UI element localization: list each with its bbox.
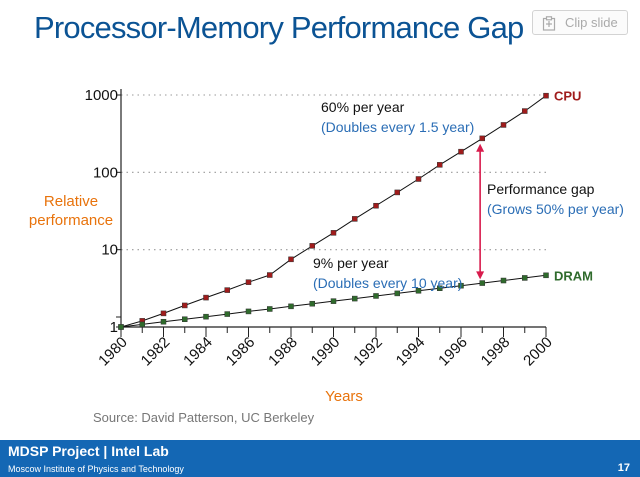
data-point-dram — [415, 288, 422, 294]
cpu-rate-note: (Doubles every 1.5 year) — [321, 119, 474, 135]
data-point-dram — [479, 280, 485, 286]
data-point-cpu — [522, 108, 528, 114]
data-point-dram — [288, 303, 294, 310]
data-point-dram — [309, 300, 315, 307]
data-point-cpu — [182, 302, 188, 309]
x-tick-label: 1988 — [265, 334, 301, 370]
series-label-dram: DRAM — [554, 268, 593, 283]
dram-rate-note: (Doubles every 10 year) — [313, 275, 462, 291]
page-number: 17 — [617, 462, 630, 474]
data-point-cpu — [160, 310, 167, 317]
x-tick-label: 1990 — [308, 334, 344, 370]
data-point-dram — [352, 295, 358, 302]
x-tick-label: 1996 — [435, 334, 471, 370]
series-label-cpu: CPU — [554, 89, 581, 104]
y-tick-label: 1 — [110, 319, 118, 336]
data-point-dram — [437, 285, 443, 292]
x-axis-label: Years — [325, 388, 363, 405]
clip-slide-label: Clip slide — [565, 15, 618, 30]
data-point-cpu — [245, 279, 252, 285]
data-point-dram — [160, 318, 167, 325]
data-point-dram — [330, 298, 337, 304]
gap-arrow-head-top — [476, 143, 485, 152]
dram-rate-label: 9% per year — [313, 255, 389, 271]
cpu-rate-label: 60% per year — [321, 99, 405, 115]
data-point-cpu — [330, 230, 337, 236]
data-point-cpu — [224, 287, 230, 293]
clip-slide-button[interactable]: Clip slide — [532, 10, 628, 35]
data-point-cpu — [373, 202, 379, 209]
data-point-cpu — [500, 122, 507, 128]
x-tick-label: 1998 — [478, 334, 514, 370]
data-point-cpu — [352, 216, 358, 222]
x-tick-label: 1986 — [223, 334, 259, 370]
data-point-dram — [543, 272, 549, 279]
data-point-dram — [224, 311, 230, 317]
data-point-dram — [394, 290, 400, 297]
data-point-cpu — [479, 135, 485, 142]
source-note: Source: David Patterson, UC Berkeley — [93, 410, 315, 425]
data-point-dram — [182, 316, 188, 322]
data-point-dram — [522, 275, 528, 281]
data-point-cpu — [437, 162, 443, 168]
y-axis-label: Relative performance — [29, 193, 113, 229]
data-point-dram — [373, 293, 379, 299]
x-tick-label: 1982 — [138, 334, 174, 370]
gap-title-label: Performance gap — [487, 181, 595, 197]
data-point-dram — [458, 282, 464, 289]
y-tick-label: 10 — [101, 242, 118, 259]
footer-subtitle: Moscow Institute of Physics and Technolo… — [8, 464, 184, 474]
data-point-dram — [139, 321, 145, 328]
data-point-dram — [267, 306, 273, 312]
y-tick-label: 100 — [93, 164, 118, 181]
data-point-cpu — [267, 272, 273, 278]
data-point-dram — [245, 308, 252, 315]
x-tick-label: 2000 — [520, 334, 556, 370]
page-title: Processor-Memory Performance Gap — [34, 10, 524, 45]
x-tick-label: 1980 — [95, 334, 131, 370]
data-point-cpu — [458, 148, 464, 155]
footer-bar: MDSP Project | Intel Lab Moscow Institut… — [0, 440, 640, 477]
x-tick-label: 1994 — [393, 334, 429, 370]
data-point-dram — [203, 313, 209, 320]
data-point-cpu — [309, 243, 315, 249]
gap-arrow-head-bottom — [476, 271, 485, 280]
y-tick-label: 1000 — [85, 87, 118, 104]
x-tick-label: 1984 — [180, 334, 216, 370]
data-point-cpu — [415, 176, 422, 182]
data-point-cpu — [543, 92, 549, 99]
x-tick-label: 1992 — [350, 334, 386, 370]
gap-note-label: (Grows 50% per year) — [487, 201, 624, 217]
clipboard-icon — [542, 16, 556, 31]
data-point-dram — [118, 324, 124, 330]
data-point-cpu — [288, 256, 294, 263]
data-point-dram — [500, 277, 507, 284]
data-point-cpu — [394, 189, 400, 196]
data-point-cpu — [203, 294, 209, 301]
footer-title: MDSP Project | Intel Lab — [8, 443, 169, 459]
